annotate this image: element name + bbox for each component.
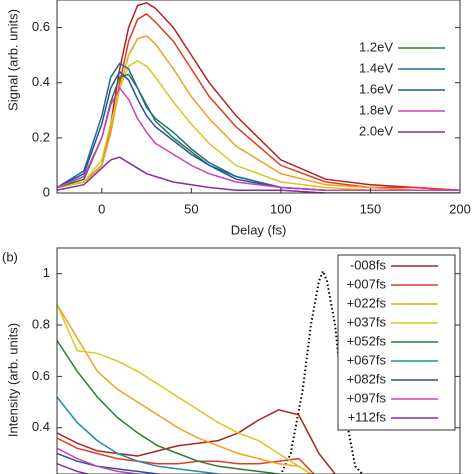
series-line — [57, 304, 313, 474]
y-axis-label: Intensity (arb. units) — [5, 323, 20, 437]
series-line — [57, 396, 225, 474]
series-line — [57, 86, 460, 191]
y-tick-label: 0 — [43, 184, 50, 199]
plot-frame — [56, 247, 461, 474]
legend-label: 1.6eV — [359, 81, 393, 96]
legend-label: +037fs — [347, 314, 387, 329]
y-tick-label: 0.4 — [32, 419, 50, 434]
y-tick-label: 0.6 — [32, 19, 50, 34]
legend-label: +022fs — [347, 295, 387, 310]
y-tick-label: 0.4 — [32, 74, 50, 89]
y-axis-label: Signal (arb. units) — [5, 9, 20, 111]
legend-label: 1.4eV — [359, 60, 393, 75]
plot-frame — [56, 0, 461, 194]
series-line — [57, 409, 337, 474]
legend-label: +082fs — [347, 371, 387, 386]
panel-label: (b) — [2, 249, 18, 264]
legend-label: +067fs — [347, 352, 387, 367]
legend-label: +007fs — [347, 276, 387, 291]
y-tick-label: 1 — [43, 265, 50, 280]
legend-label: 1.8eV — [359, 102, 393, 117]
y-tick-label: 0.6 — [32, 368, 50, 383]
series-line — [57, 340, 285, 474]
x-tick-label: 100 — [270, 201, 292, 216]
y-tick-label: 0.8 — [32, 316, 50, 331]
series-line — [57, 34, 460, 191]
series-line — [57, 156, 460, 193]
legend-label: 1.2eV — [359, 39, 393, 54]
x-tick-label: 50 — [184, 201, 198, 216]
x-tick-label: 0 — [98, 201, 105, 216]
series-line — [57, 447, 144, 474]
series-line — [57, 59, 460, 191]
series-line — [57, 452, 164, 474]
series-line — [57, 304, 313, 474]
x-tick-label: 150 — [360, 201, 382, 216]
x-axis-label: Delay (fs) — [231, 222, 287, 237]
legend-label: +097fs — [347, 390, 387, 405]
legend-label: -008fs — [350, 257, 387, 272]
plot-area — [57, 1, 460, 193]
legend-label: 2.0eV — [359, 123, 393, 138]
legend-label: +052fs — [347, 333, 387, 348]
y-tick-label: 0.2 — [32, 129, 50, 144]
x-tick-label: 200 — [449, 201, 471, 216]
legend-label: +112fs — [348, 409, 387, 424]
plot-area — [57, 268, 364, 474]
